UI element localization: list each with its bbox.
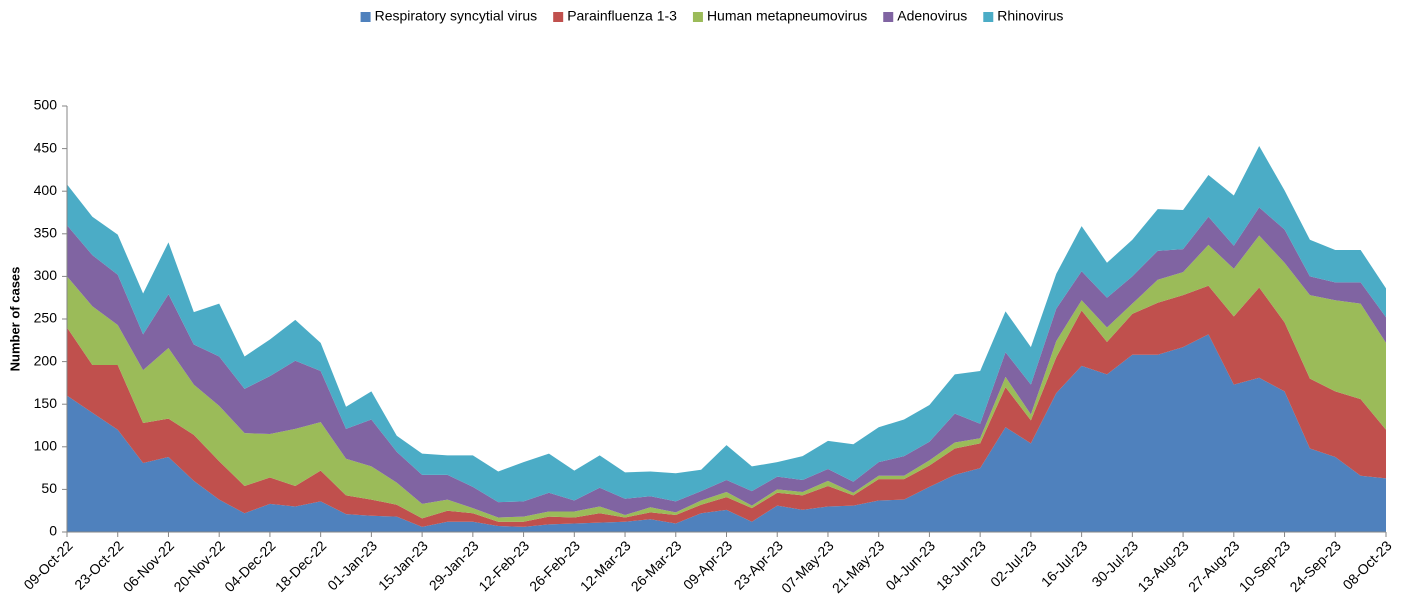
- legend-label: Adenovirus: [897, 8, 967, 24]
- x-tick-label: 07-May-23: [778, 537, 837, 596]
- x-tick-label: 21-May-23: [829, 537, 888, 596]
- y-tick-label: 0: [49, 523, 57, 539]
- x-tick-label: 09-Oct-22: [20, 537, 75, 592]
- x-tick-label: 12-Feb-23: [475, 537, 532, 594]
- x-tick-label: 01-Jan-23: [324, 537, 380, 593]
- y-tick-label: 250: [34, 310, 58, 326]
- legend-label: Respiratory syncytial virus: [375, 8, 538, 24]
- y-axis-label: Number of cases: [7, 267, 22, 372]
- y-tick-label: 300: [34, 267, 58, 283]
- x-tick-label: 12-Mar-23: [577, 537, 634, 594]
- y-tick-label: 400: [34, 182, 58, 198]
- x-tick-label: 08-Oct-23: [1339, 537, 1394, 592]
- y-tick-label: 450: [34, 139, 58, 155]
- area: [67, 235, 1386, 522]
- area: [67, 285, 1386, 527]
- legend-swatch: [883, 12, 894, 22]
- legend-swatch: [553, 12, 564, 22]
- legend-swatch: [983, 12, 994, 22]
- x-tick-label: 18-Jun-23: [933, 537, 989, 593]
- x-tick-label: 26-Feb-23: [526, 537, 583, 594]
- legend-swatch: [692, 12, 703, 22]
- y-tick-label: 350: [34, 225, 58, 241]
- legend-label: Rhinovirus: [997, 8, 1063, 24]
- area: [67, 334, 1386, 532]
- x-tick-label: 04-Jun-23: [882, 537, 938, 593]
- x-tick-label: 15-Jan-23: [375, 537, 431, 593]
- legend-label: Human metapneumovirus: [707, 8, 867, 24]
- x-tick-label: 10-Sep-23: [1236, 537, 1294, 595]
- x-tick-label: 24-Sep-23: [1286, 537, 1344, 595]
- x-tick-label: 18-Dec-22: [272, 537, 330, 595]
- y-tick-label: 100: [34, 438, 58, 454]
- x-tick-label: 16-Jul-23: [1038, 537, 1091, 590]
- y-tick-label: 200: [34, 352, 58, 368]
- x-tick-label: 04-Dec-22: [221, 537, 279, 595]
- x-tick-label: 27-Aug-23: [1185, 537, 1243, 595]
- y-tick-label: 150: [34, 395, 58, 411]
- y-tick-label: 500: [34, 97, 58, 113]
- area: [67, 207, 1386, 518]
- x-tick-label: 20-Nov-22: [170, 537, 228, 595]
- legend-swatch: [360, 12, 371, 22]
- area: [67, 146, 1386, 503]
- x-tick-label: 23-Oct-22: [71, 537, 126, 592]
- x-tick-label: 26-Mar-23: [628, 537, 685, 594]
- x-tick-label: 02-Jul-23: [987, 537, 1040, 590]
- legend-label: Parainfluenza 1-3: [567, 8, 677, 24]
- y-tick-label: 50: [41, 480, 57, 496]
- x-tick-label: 29-Jan-23: [426, 537, 482, 593]
- x-tick-label: 09-Apr-23: [680, 537, 735, 592]
- x-tick-label: 13-Aug-23: [1134, 537, 1192, 595]
- x-tick-label: 30-Jul-23: [1088, 537, 1141, 590]
- x-tick-label: 06-Nov-22: [120, 537, 178, 595]
